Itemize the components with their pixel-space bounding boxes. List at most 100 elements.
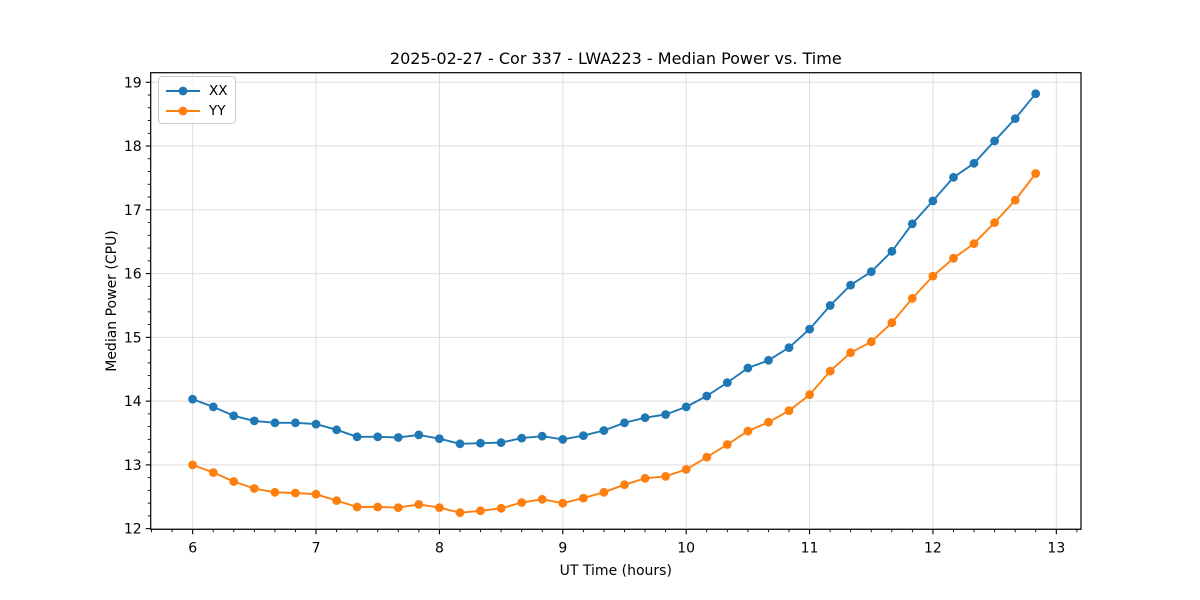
y-tick-label: 12 <box>124 522 142 538</box>
data-point-YY <box>435 503 444 512</box>
data-point-XX <box>476 438 485 448</box>
x-tick-label: 10 <box>677 540 695 556</box>
data-point-XX <box>332 425 341 435</box>
data-point-XX <box>969 158 979 168</box>
data-point-XX <box>414 430 424 440</box>
data-series <box>188 89 1041 518</box>
data-point-YY <box>928 271 938 281</box>
data-point-XX <box>846 280 855 290</box>
data-point-XX <box>702 391 712 401</box>
data-point-YY <box>291 488 300 498</box>
data-point-YY <box>311 489 321 499</box>
data-point-XX <box>352 432 362 442</box>
legend: XX YY <box>158 76 236 124</box>
data-point-XX <box>291 418 300 428</box>
legend-line-sample-XX <box>166 86 200 96</box>
data-point-YY <box>969 239 979 249</box>
data-point-YY <box>846 348 855 358</box>
data-point-YY <box>702 452 712 462</box>
data-point-XX <box>270 418 280 428</box>
x-tick-label: 12 <box>924 540 942 556</box>
x-tick-label: 8 <box>435 540 444 556</box>
x-tick-label: 7 <box>312 540 321 556</box>
data-point-XX <box>928 196 938 206</box>
data-point-XX <box>620 418 629 428</box>
data-point-YY <box>188 460 198 470</box>
data-point-YY <box>784 406 794 416</box>
data-point-YY <box>352 502 362 512</box>
data-point-XX <box>784 343 794 352</box>
data-point-XX <box>249 416 259 426</box>
data-point-YY <box>805 390 814 400</box>
legend-item-YY: YY <box>159 101 235 121</box>
data-point-YY <box>681 465 691 474</box>
data-point-YY <box>599 487 609 497</box>
data-point-XX <box>907 219 917 229</box>
data-point-XX <box>229 411 239 421</box>
data-point-YY <box>537 494 547 504</box>
data-point-XX <box>455 439 465 449</box>
data-point-YY <box>517 498 527 507</box>
data-point-YY <box>661 472 670 481</box>
y-tick-label: 19 <box>124 75 142 91</box>
legend-label-XX: XX <box>209 83 228 99</box>
data-point-YY <box>229 477 239 486</box>
data-point-XX <box>681 402 691 412</box>
data-point-YY <box>907 294 917 303</box>
data-point-XX <box>764 355 773 365</box>
y-tick-label: 17 <box>124 203 142 219</box>
grid-lines <box>150 72 1081 530</box>
legend-label-YY: YY <box>209 103 226 119</box>
data-point-XX <box>558 435 568 444</box>
data-point-XX <box>722 378 732 387</box>
legend-marker <box>178 86 188 96</box>
data-point-YY <box>866 337 876 347</box>
data-point-YY <box>743 426 753 436</box>
data-point-YY <box>620 480 629 490</box>
y-tick-label: 14 <box>124 394 142 410</box>
data-point-XX <box>949 172 958 182</box>
x-tick-label: 13 <box>1047 540 1065 556</box>
data-point-XX <box>208 402 218 412</box>
y-tick-label: 15 <box>124 330 142 346</box>
axes <box>150 72 1082 530</box>
data-point-XX <box>599 426 609 435</box>
data-point-XX <box>579 431 588 440</box>
legend-marker <box>178 106 188 116</box>
data-point-YY <box>990 218 999 228</box>
data-point-XX <box>1031 89 1041 99</box>
data-point-XX <box>435 434 444 444</box>
x-tick-label: 6 <box>188 540 197 556</box>
data-point-YY <box>825 366 835 376</box>
data-point-YY <box>393 503 403 512</box>
data-point-XX <box>393 433 403 442</box>
data-point-YY <box>1010 195 1020 205</box>
data-point-XX <box>373 432 383 442</box>
data-point-YY <box>558 498 568 508</box>
y-tick-label: 18 <box>124 139 142 155</box>
data-point-XX <box>640 413 650 423</box>
data-point-YY <box>332 496 341 505</box>
data-point-XX <box>866 267 876 277</box>
data-point-YY <box>579 493 588 503</box>
data-point-YY <box>949 253 958 263</box>
data-point-YY <box>1031 169 1041 178</box>
data-point-XX <box>743 363 753 373</box>
y-tick-label: 13 <box>124 458 142 474</box>
data-point-YY <box>496 503 506 513</box>
legend-item-XX: XX <box>159 81 235 101</box>
data-point-XX <box>805 324 814 334</box>
tick-marks <box>145 81 1078 535</box>
data-point-YY <box>764 417 773 427</box>
data-point-YY <box>373 502 383 512</box>
data-point-XX <box>496 438 506 447</box>
data-point-XX <box>188 394 198 404</box>
x-tick-label: 11 <box>801 540 819 556</box>
y-axis-label: Median Power (CPU) <box>104 230 120 372</box>
data-point-YY <box>414 500 424 509</box>
y-tick-label: 16 <box>124 267 142 283</box>
chart-title: 2025-02-27 - Cor 337 - LWA223 - Median P… <box>390 49 842 68</box>
data-point-XX <box>1010 114 1020 123</box>
